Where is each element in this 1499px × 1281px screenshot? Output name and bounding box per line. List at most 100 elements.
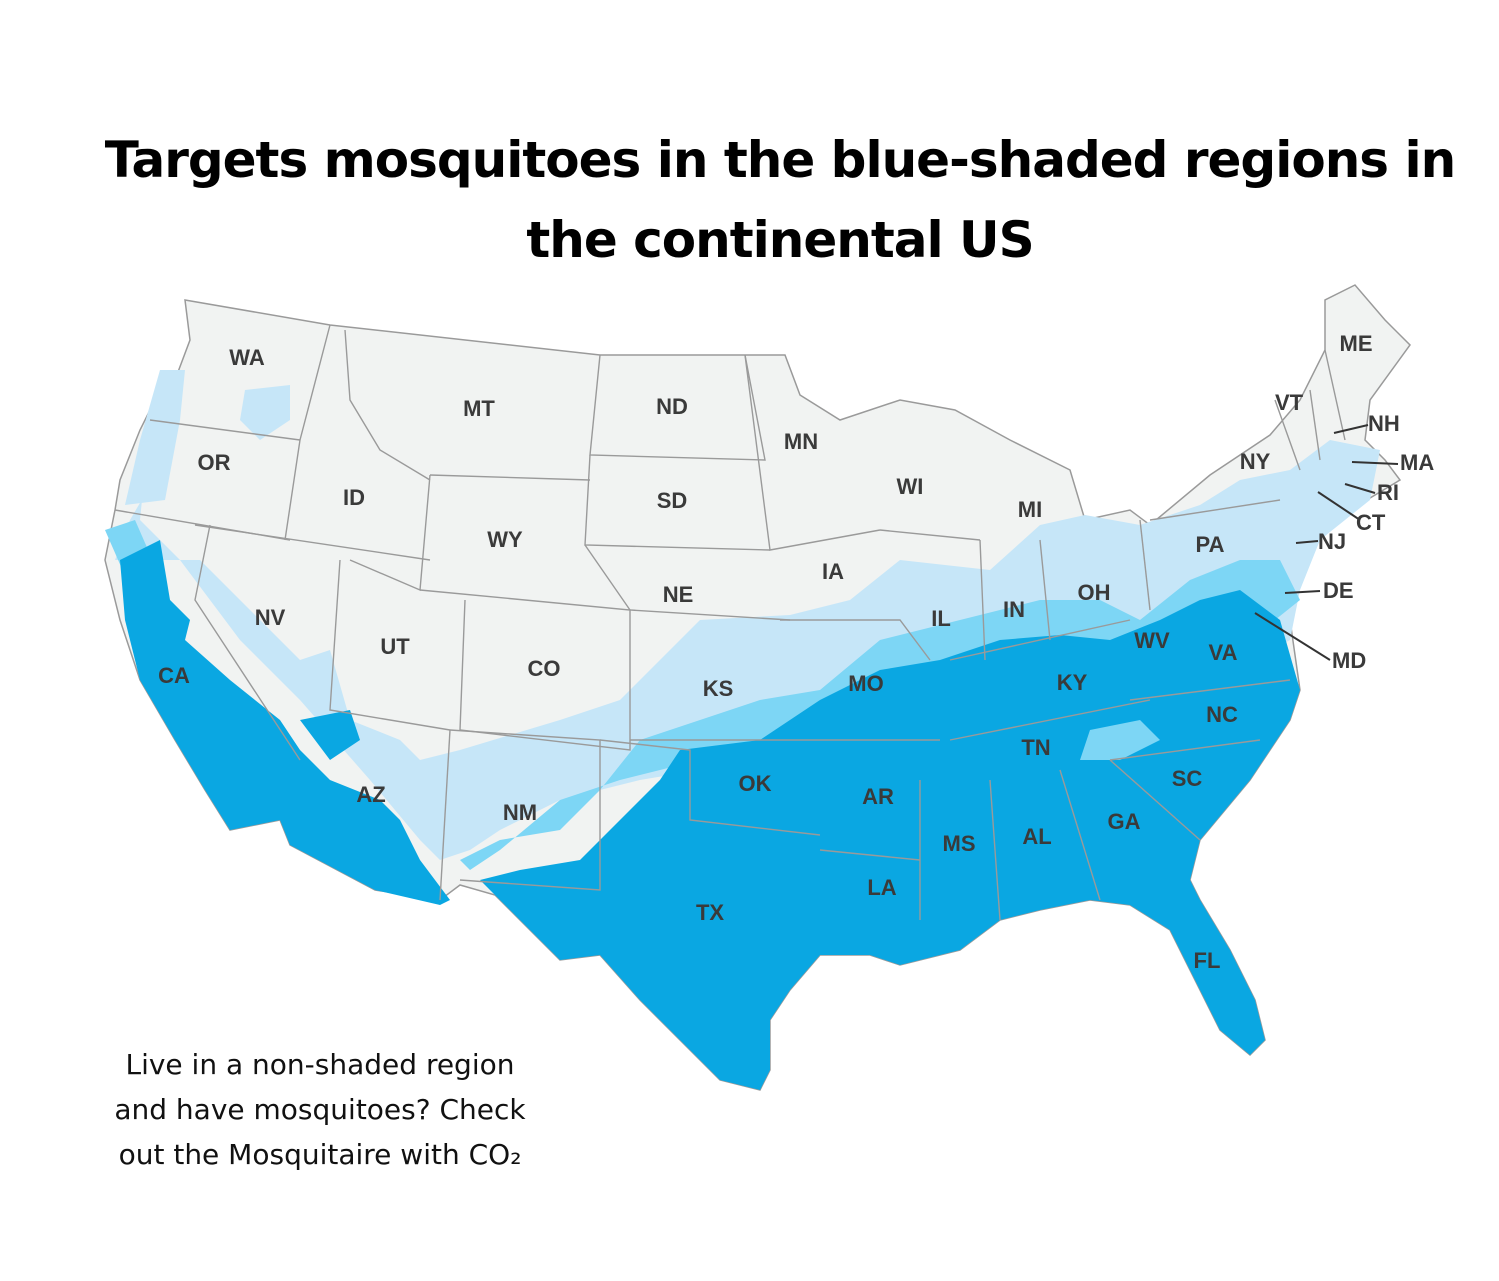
border-nd-sd [589,354,766,461]
leader-ma [1351,461,1399,465]
label-ri: RI [1377,480,1399,505]
label-fl: FL [1194,948,1221,973]
label-ut: UT [380,634,410,659]
leader-ct [1317,491,1361,521]
border-mt-id [344,329,431,481]
label-sd: SD [657,488,688,513]
zone-light-blue-wa [240,385,290,440]
label-ms: MS [943,831,976,856]
border-ky-oh [949,619,1131,661]
border-id-nv [194,524,431,561]
zone-mid-blue-mid-atlantic [1080,720,1160,760]
state-labels: WA OR CA ID NV MT WY UT AZ CO NM ND SD N… [158,331,1434,973]
page-title: Targets mosquitoes in the blue-shaded re… [104,131,1456,269]
border-mn-ia [744,354,881,551]
label-wi: WI [897,474,924,499]
border-ne-ks [584,544,791,621]
border-al-ga [1059,769,1101,901]
border-ok-tx [599,739,821,836]
border-nh-me [1324,349,1346,441]
label-ct: CT [1356,510,1386,535]
label-ia: IA [822,559,844,584]
border-in-oh [1039,539,1051,641]
label-mi: MI [1018,497,1042,522]
label-id: ID [343,485,365,510]
label-nh: NH [1368,411,1400,436]
border-ny-vt [1274,399,1301,471]
leader-nh [1333,424,1369,434]
label-nc: NC [1206,702,1238,727]
state-borders [114,324,1346,921]
caption-line-2: and have mosquitoes? Check [114,1093,526,1126]
border-nc-sc [1109,739,1261,761]
label-co: CO [528,656,561,681]
label-nm: NM [503,800,537,825]
border-il-in [979,539,986,661]
border-wa-or [149,419,301,441]
label-tn: TN [1021,735,1050,760]
label-la: LA [867,875,896,900]
border-ia-mo [780,619,931,661]
label-de: DE [1323,578,1354,603]
label-ok: OK [739,771,772,796]
label-ny: NY [1240,449,1271,474]
label-il: IL [931,606,951,631]
label-oh: OH [1078,580,1111,605]
label-wy: WY [487,527,523,552]
border-va-nc [1129,679,1291,701]
label-ma: MA [1400,450,1434,475]
label-wv: WV [1134,628,1170,653]
label-or: OR [198,450,231,475]
label-ks: KS [703,676,734,701]
label-al: AL [1022,824,1051,849]
leader-ri [1344,483,1376,494]
label-mn: MN [784,429,818,454]
label-mt: MT [463,396,495,421]
border-mt-wy [429,474,591,481]
label-me: ME [1340,331,1373,356]
border-ga-sc [1109,759,1201,841]
label-wa: WA [229,345,265,370]
label-nj: NJ [1318,529,1346,554]
label-pa: PA [1196,532,1225,557]
border-ut-az [329,559,451,731]
label-tx: TX [696,900,724,925]
border-pa-ny [1149,499,1281,521]
label-ca: CA [158,663,190,688]
label-ne: NE [663,582,694,607]
label-in: IN [1003,597,1025,622]
caption-line-3: out the Mosquitaire with CO₂ [118,1138,522,1171]
label-sc: SC [1172,766,1203,791]
border-co [419,589,631,751]
caption-line-1: Live in a non-shaded region [125,1048,515,1081]
zone-light-blue [115,420,1380,860]
border-nv-ca [194,524,301,761]
label-ga: GA [1108,809,1141,834]
border-ms-al [989,779,1001,921]
label-ky: KY [1057,670,1088,695]
label-md: MD [1332,648,1366,673]
leader-nj [1295,540,1319,544]
map-fills [104,284,1411,1091]
border-az-nm [439,729,451,901]
label-vt: VT [1275,390,1304,415]
border-oh-pa [1139,519,1151,611]
label-va: VA [1209,640,1238,665]
leader-de [1284,590,1321,594]
label-mo: MO [848,671,883,696]
label-az: AZ [356,782,385,807]
label-ar: AR [862,784,894,809]
zone-light-blue-or-coast [125,370,185,505]
border-nm-tx [449,729,601,891]
border-vt-nh [1309,389,1321,461]
leader-md [1254,612,1331,661]
zone-dark-blue [120,540,1300,1090]
border-id-west [284,324,331,541]
label-nd: ND [656,394,688,419]
border-wi-il [879,529,981,541]
label-nv: NV [255,605,286,630]
border-tn-kentucky [949,699,1151,741]
border-ar-la [819,849,921,861]
caption: Live in a non-shaded region and have mos… [95,1042,545,1177]
